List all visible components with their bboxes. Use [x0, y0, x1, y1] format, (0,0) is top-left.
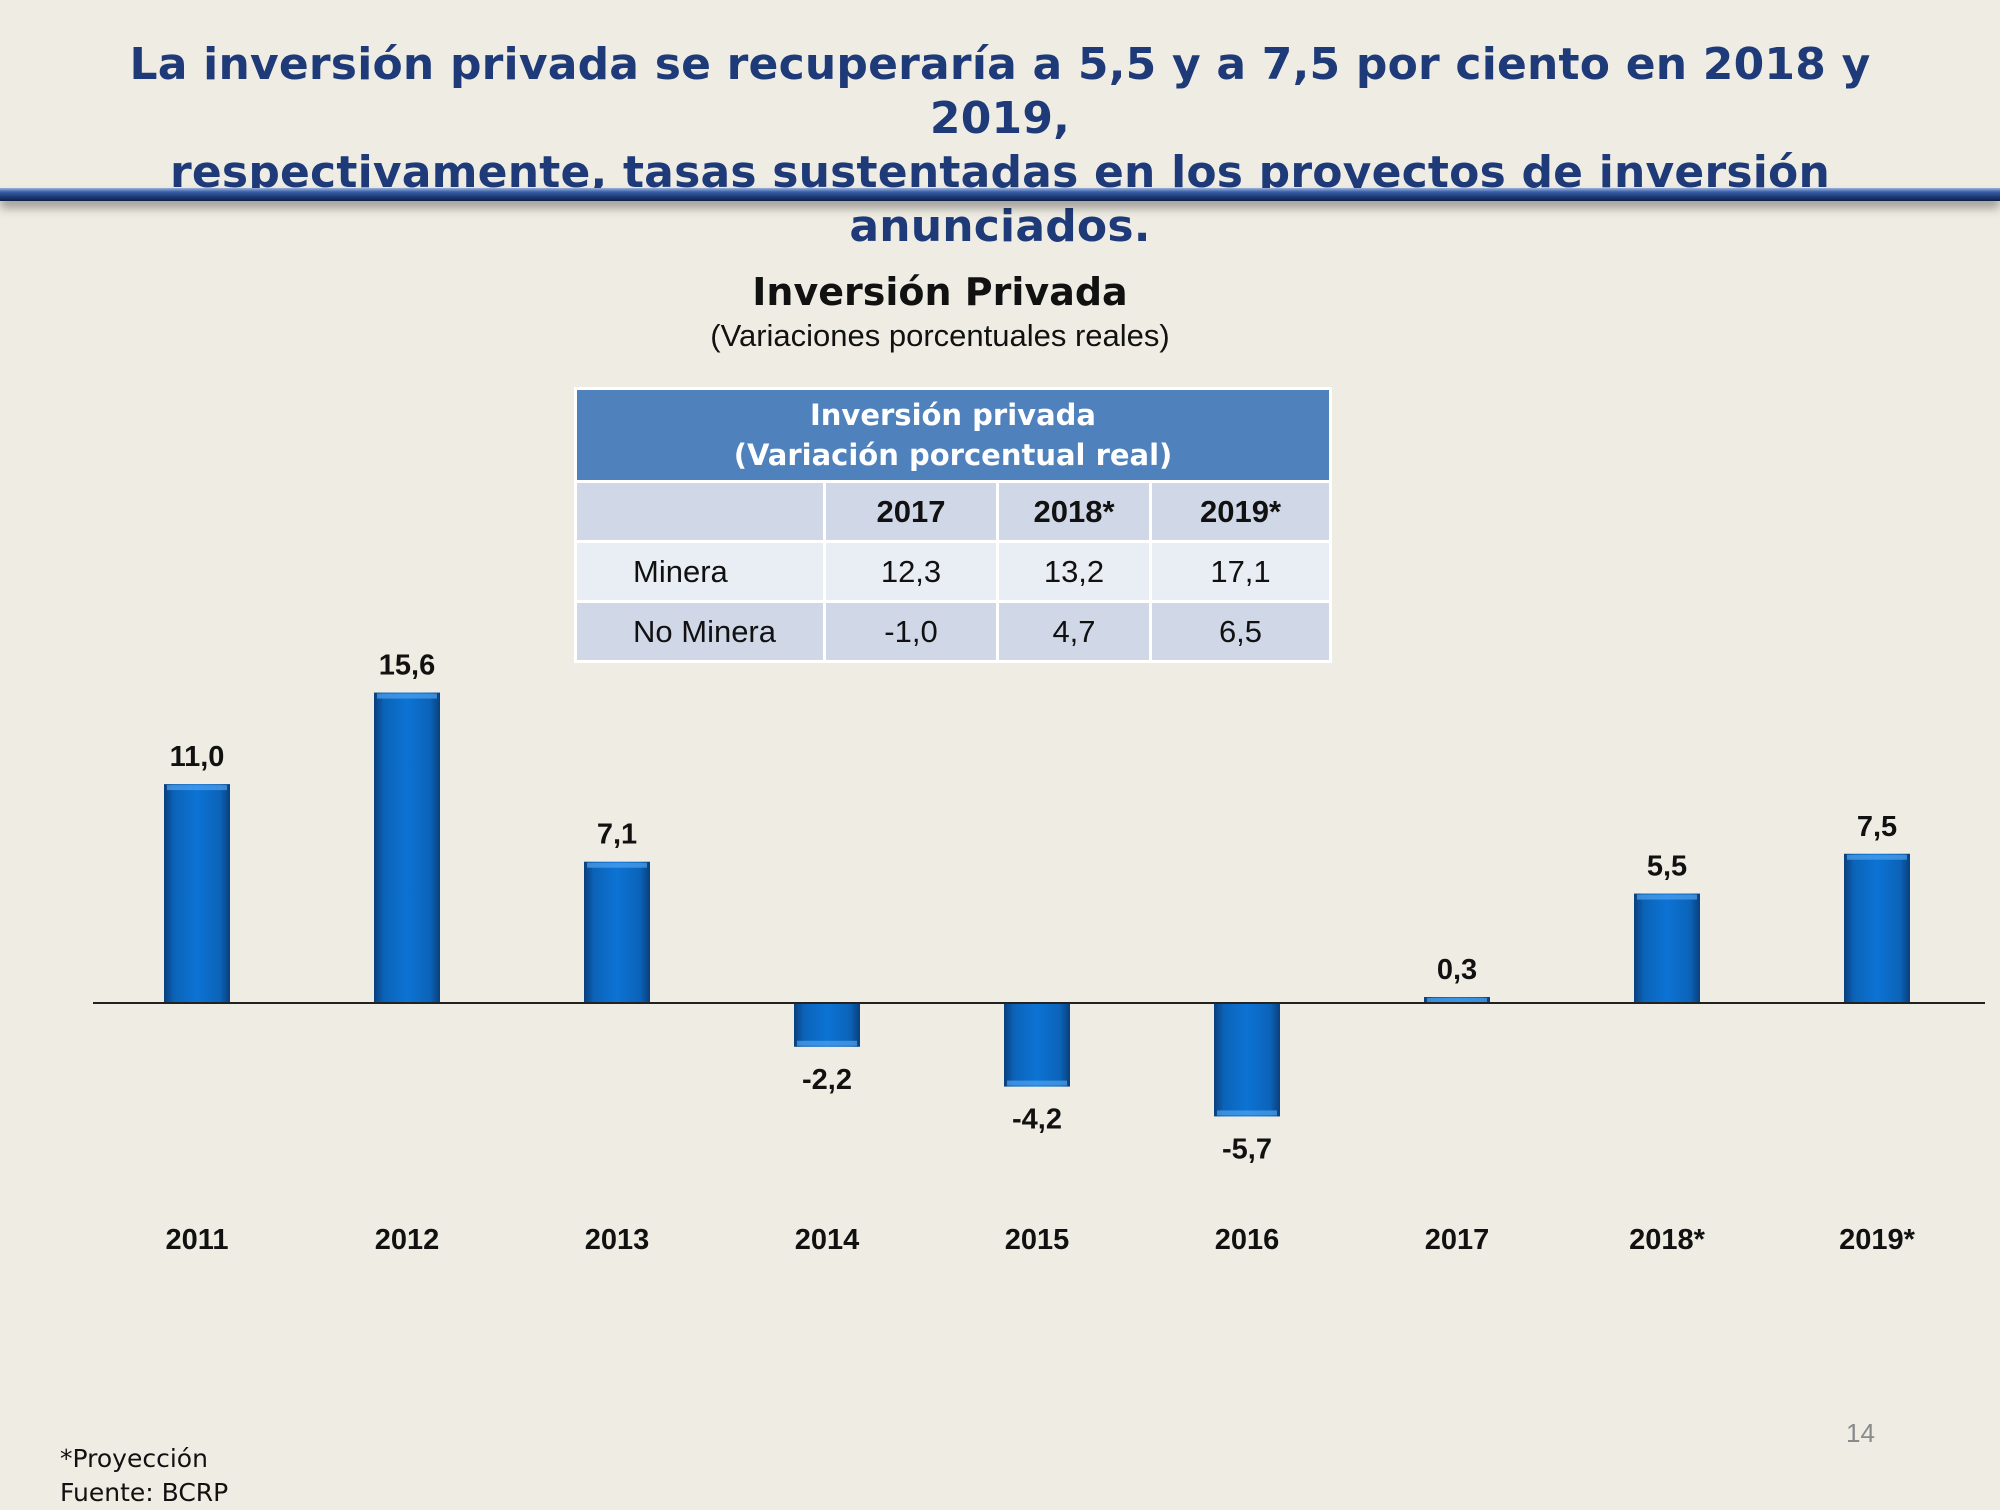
bar — [374, 692, 440, 1003]
bar — [164, 784, 230, 1003]
table-cell: 6,5 — [1149, 600, 1332, 663]
table-header: Inversión privada (Variación porcentual … — [574, 387, 1332, 483]
table-header-line-1: Inversión privada — [810, 398, 1096, 432]
table-cell: 17,1 — [1149, 540, 1332, 603]
x-tick-label: 2014 — [795, 1224, 860, 1256]
table-col-header: 2018* — [996, 480, 1152, 543]
x-tick-label: 2011 — [166, 1224, 229, 1256]
table-header-line-2: (Variación porcentual real) — [733, 438, 1173, 472]
bar-series: 11,0 2011 15,6 2012 7,1 2013 -2,2 2014 -4,2 2015 -… — [164, 650, 1916, 1256]
table-corner-cell — [574, 480, 826, 543]
x-tick-label: 2016 — [1215, 1224, 1280, 1256]
table-row-label: Minera — [574, 540, 826, 603]
bar-bevel — [587, 862, 647, 868]
table-cell: 12,3 — [823, 540, 999, 603]
page-number: 14 — [1846, 1418, 1875, 1448]
source-note: Fuente: BCRP — [60, 1478, 229, 1507]
data-label: 7,1 — [597, 819, 637, 851]
bar-bevel — [797, 1040, 857, 1046]
projection-note: *Proyección — [60, 1444, 208, 1473]
table-cell: -1,0 — [823, 600, 999, 663]
bar-bevel — [1847, 854, 1907, 860]
data-label: 5,5 — [1647, 851, 1687, 883]
table-row-label: No Minera — [574, 600, 826, 663]
bar-bevel — [1217, 1110, 1277, 1116]
x-tick-label: 2013 — [585, 1224, 650, 1256]
table-cell: 13,2 — [996, 540, 1152, 603]
data-label: 15,6 — [379, 650, 435, 682]
bar-bevel — [1007, 1080, 1067, 1086]
data-label: -2,2 — [802, 1064, 852, 1096]
bar — [584, 861, 650, 1003]
bar-bevel — [1427, 998, 1487, 1003]
bar-bevel — [167, 785, 227, 791]
x-tick-label: 2018* — [1629, 1224, 1706, 1256]
bar — [1634, 893, 1700, 1003]
table-col-header: 2017 — [823, 480, 999, 543]
bar-bevel — [377, 693, 437, 699]
data-label: 0,3 — [1437, 954, 1477, 986]
data-label: -4,2 — [1012, 1104, 1062, 1136]
bar — [1004, 1003, 1070, 1087]
x-tick-label: 2017 — [1425, 1224, 1490, 1256]
table-col-header: 2019* — [1149, 480, 1332, 543]
data-label: 7,5 — [1857, 811, 1897, 843]
x-tick-label: 2019* — [1839, 1224, 1916, 1256]
table-row: Minera 12,3 13,2 17,1 — [574, 540, 1332, 603]
table-cell: 4,7 — [996, 600, 1152, 663]
data-label: 11,0 — [170, 741, 225, 773]
data-label: -5,7 — [1222, 1133, 1272, 1165]
x-tick-label: 2015 — [1005, 1224, 1070, 1256]
headline-line-1: La inversión privada se recuperaría a 5,… — [129, 39, 1871, 144]
chart-title: Inversión Privada — [752, 270, 1128, 314]
bar — [1844, 853, 1910, 1003]
bar-chart: 11,0 2011 15,6 2012 7,1 2013 -2,2 2014 -4,2 2015 -… — [93, 650, 1985, 1256]
bar-bevel — [1637, 894, 1697, 900]
investment-table: Inversión privada (Variación porcentual … — [574, 387, 1332, 663]
table-row: No Minera -1,0 4,7 6,5 — [574, 600, 1332, 663]
bar — [794, 1003, 860, 1047]
bar — [1214, 1003, 1280, 1117]
x-tick-label: 2012 — [375, 1224, 440, 1256]
chart-subtitle: (Variaciones porcentuales reales) — [710, 318, 1170, 353]
header-divider — [0, 188, 2000, 201]
